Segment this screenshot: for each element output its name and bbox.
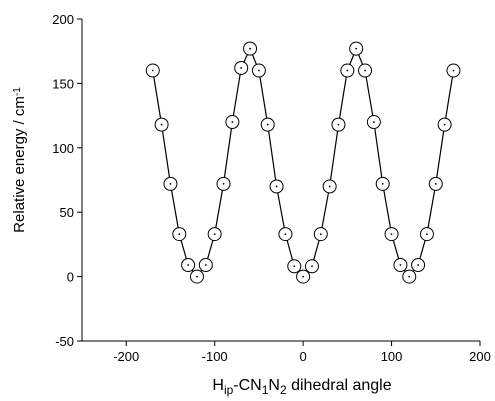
data-point-center	[443, 123, 446, 126]
x-tick-label: 100	[381, 349, 403, 364]
data-point-center	[213, 233, 216, 235]
data-point-center	[434, 182, 437, 185]
data-point-center	[452, 69, 455, 72]
data-point-center	[426, 233, 428, 235]
data-point-center	[222, 182, 225, 185]
label-subscript: 1	[262, 383, 269, 397]
y-tick-label: -50	[55, 334, 74, 349]
data-point-center	[346, 69, 349, 72]
data-point-center	[196, 275, 198, 278]
data-point-center	[240, 67, 243, 69]
data-point-center	[364, 69, 366, 72]
x-tick-label: 0	[299, 349, 306, 364]
data-point-center	[293, 265, 296, 268]
data-point-center	[408, 275, 411, 278]
x-tick-label: 200	[469, 349, 491, 364]
data-point-center	[187, 264, 190, 266]
label-text: H	[212, 377, 224, 394]
data-point-center	[266, 123, 269, 126]
label-text: Relative energy / cm	[11, 96, 28, 233]
x-tick-label: -100	[202, 349, 228, 364]
data-point-center	[337, 123, 340, 126]
data-point-center	[355, 47, 358, 50]
data-point-center	[178, 233, 181, 235]
data-point-center	[390, 233, 393, 235]
data-point-center	[275, 185, 278, 188]
data-point-center	[372, 121, 375, 123]
label-subscript: 2	[280, 383, 287, 397]
label-text: N	[268, 377, 280, 394]
data-point-center	[169, 182, 172, 185]
data-point-center	[204, 264, 207, 266]
x-tick-label: -200	[113, 349, 139, 364]
label-text: dihedral angle	[287, 377, 392, 394]
y-tick-label: 50	[60, 205, 74, 220]
y-tick-label: 100	[52, 141, 74, 156]
data-point-center	[302, 275, 305, 278]
data-point-center	[328, 185, 331, 188]
data-point-center	[231, 121, 234, 123]
data-point-center	[160, 123, 163, 126]
data-point-center	[381, 182, 384, 185]
label-superscript: -1	[12, 87, 23, 96]
x-axis-label: Hip-CN1N2 dihedral angle	[212, 377, 391, 397]
y-tick-label: 0	[67, 270, 74, 285]
label-text: -CN	[233, 377, 261, 394]
y-tick-label: 150	[52, 76, 74, 91]
y-axis-label: Relative energy / cm-1	[11, 87, 28, 233]
y-tick-label: 200	[52, 12, 74, 27]
label-subscript: ip	[224, 383, 234, 397]
data-point-center	[151, 69, 154, 72]
data-point-center	[417, 264, 419, 266]
data-point-center	[311, 265, 313, 268]
data-point-center	[257, 69, 260, 72]
data-point-center	[399, 264, 402, 266]
data-point-center	[249, 47, 251, 50]
data-point-center	[319, 233, 322, 235]
data-line	[152, 47, 455, 278]
data-point-center	[284, 233, 287, 235]
